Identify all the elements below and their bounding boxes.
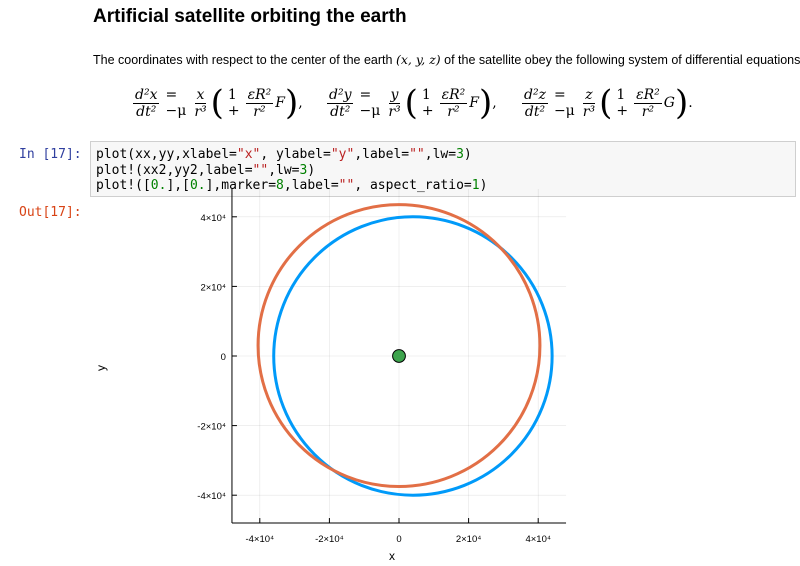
y-tick-label-0: -4×10⁴ bbox=[197, 491, 226, 502]
output-prompt: Out[17]: bbox=[19, 205, 82, 220]
code-line-3: plot!([0.],[0.],marker=8,label="", aspec… bbox=[96, 178, 488, 193]
orbit-series-2 bbox=[256, 203, 542, 488]
plot-series bbox=[256, 203, 554, 497]
intro-prefix: The coordinates with respect to the cent… bbox=[93, 53, 393, 67]
equation-z: d²z dt² = −μ z r³ (1 + εR² r² G). bbox=[522, 83, 693, 123]
code-line-1: plot(xx,yy,xlabel="x", ylabel="y",label=… bbox=[96, 147, 472, 162]
x-tick-label-0: -4×10⁴ bbox=[245, 534, 274, 545]
y-tick-label-4: 4×10⁴ bbox=[200, 213, 225, 224]
y-tick-label-2: 0 bbox=[221, 352, 226, 363]
equation-x: d²x dt² = −μ x r³ (1 + εR² r² F), bbox=[133, 83, 303, 123]
code-line-2: plot!(xx2,yy2,label="",lw=3) bbox=[96, 162, 316, 178]
intro-math: (x, y, z) bbox=[395, 52, 441, 67]
x-tick-label-3: 2×10⁴ bbox=[456, 534, 481, 545]
page-title: Artificial satellite orbiting the earth bbox=[93, 6, 407, 27]
plot-labels: -4×10⁴ -2×10⁴ 0 2×10⁴ 4×10⁴ -4×10⁴ -2×10⁴ 0 2×10… bbox=[94, 213, 551, 563]
x-tick-label-4: 4×10⁴ bbox=[525, 534, 550, 545]
intro-paragraph: The coordinates with respect to the cent… bbox=[93, 52, 800, 67]
y-axis-label: y bbox=[94, 365, 108, 371]
equation-y: d²y dt² = −μ y r³ (1 + εR² r² F), bbox=[327, 83, 497, 123]
code-editor[interactable]: plot(xx,yy,xlabel="x", ylabel="y",label=… bbox=[90, 141, 796, 197]
x-tick-label-2: 0 bbox=[396, 534, 401, 545]
plot-axes bbox=[231, 188, 567, 524]
earth-marker-0 bbox=[392, 349, 406, 363]
x-tick-label-1: -2×10⁴ bbox=[315, 534, 344, 545]
orbit-series-1 bbox=[272, 215, 554, 497]
intro-suffix: of the satellite obey the following syst… bbox=[444, 53, 800, 67]
input-prompt: In [17]: bbox=[19, 147, 82, 162]
y-tick-label-1: -2×10⁴ bbox=[197, 422, 226, 433]
x-axis-label: x bbox=[389, 549, 395, 563]
y-tick-label-3: 2×10⁴ bbox=[200, 282, 225, 293]
